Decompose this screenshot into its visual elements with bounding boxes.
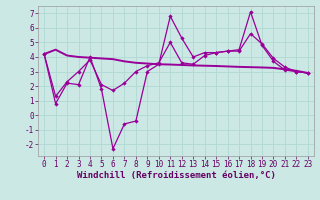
X-axis label: Windchill (Refroidissement éolien,°C): Windchill (Refroidissement éolien,°C) xyxy=(76,171,276,180)
